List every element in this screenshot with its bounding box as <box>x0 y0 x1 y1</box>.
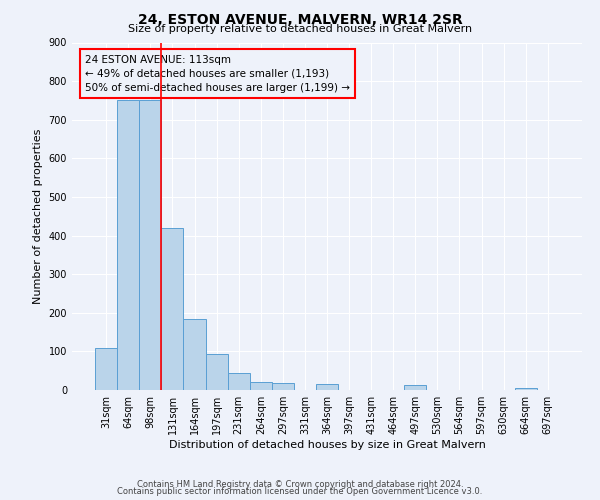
Bar <box>117 100 139 390</box>
Bar <box>404 386 427 390</box>
Bar <box>515 388 537 390</box>
Bar <box>316 384 338 390</box>
X-axis label: Distribution of detached houses by size in Great Malvern: Distribution of detached houses by size … <box>169 440 485 450</box>
Bar <box>184 318 206 390</box>
Text: Size of property relative to detached houses in Great Malvern: Size of property relative to detached ho… <box>128 24 472 34</box>
Text: Contains HM Land Registry data © Crown copyright and database right 2024.: Contains HM Land Registry data © Crown c… <box>137 480 463 489</box>
Bar <box>161 228 184 390</box>
Bar <box>272 384 294 390</box>
Bar <box>206 354 227 390</box>
Bar <box>95 348 117 390</box>
Y-axis label: Number of detached properties: Number of detached properties <box>33 128 43 304</box>
Bar <box>250 382 272 390</box>
Text: 24, ESTON AVENUE, MALVERN, WR14 2SR: 24, ESTON AVENUE, MALVERN, WR14 2SR <box>137 12 463 26</box>
Bar <box>227 374 250 390</box>
Bar <box>139 100 161 390</box>
Text: Contains public sector information licensed under the Open Government Licence v3: Contains public sector information licen… <box>118 487 482 496</box>
Text: 24 ESTON AVENUE: 113sqm
← 49% of detached houses are smaller (1,193)
50% of semi: 24 ESTON AVENUE: 113sqm ← 49% of detache… <box>85 54 350 92</box>
